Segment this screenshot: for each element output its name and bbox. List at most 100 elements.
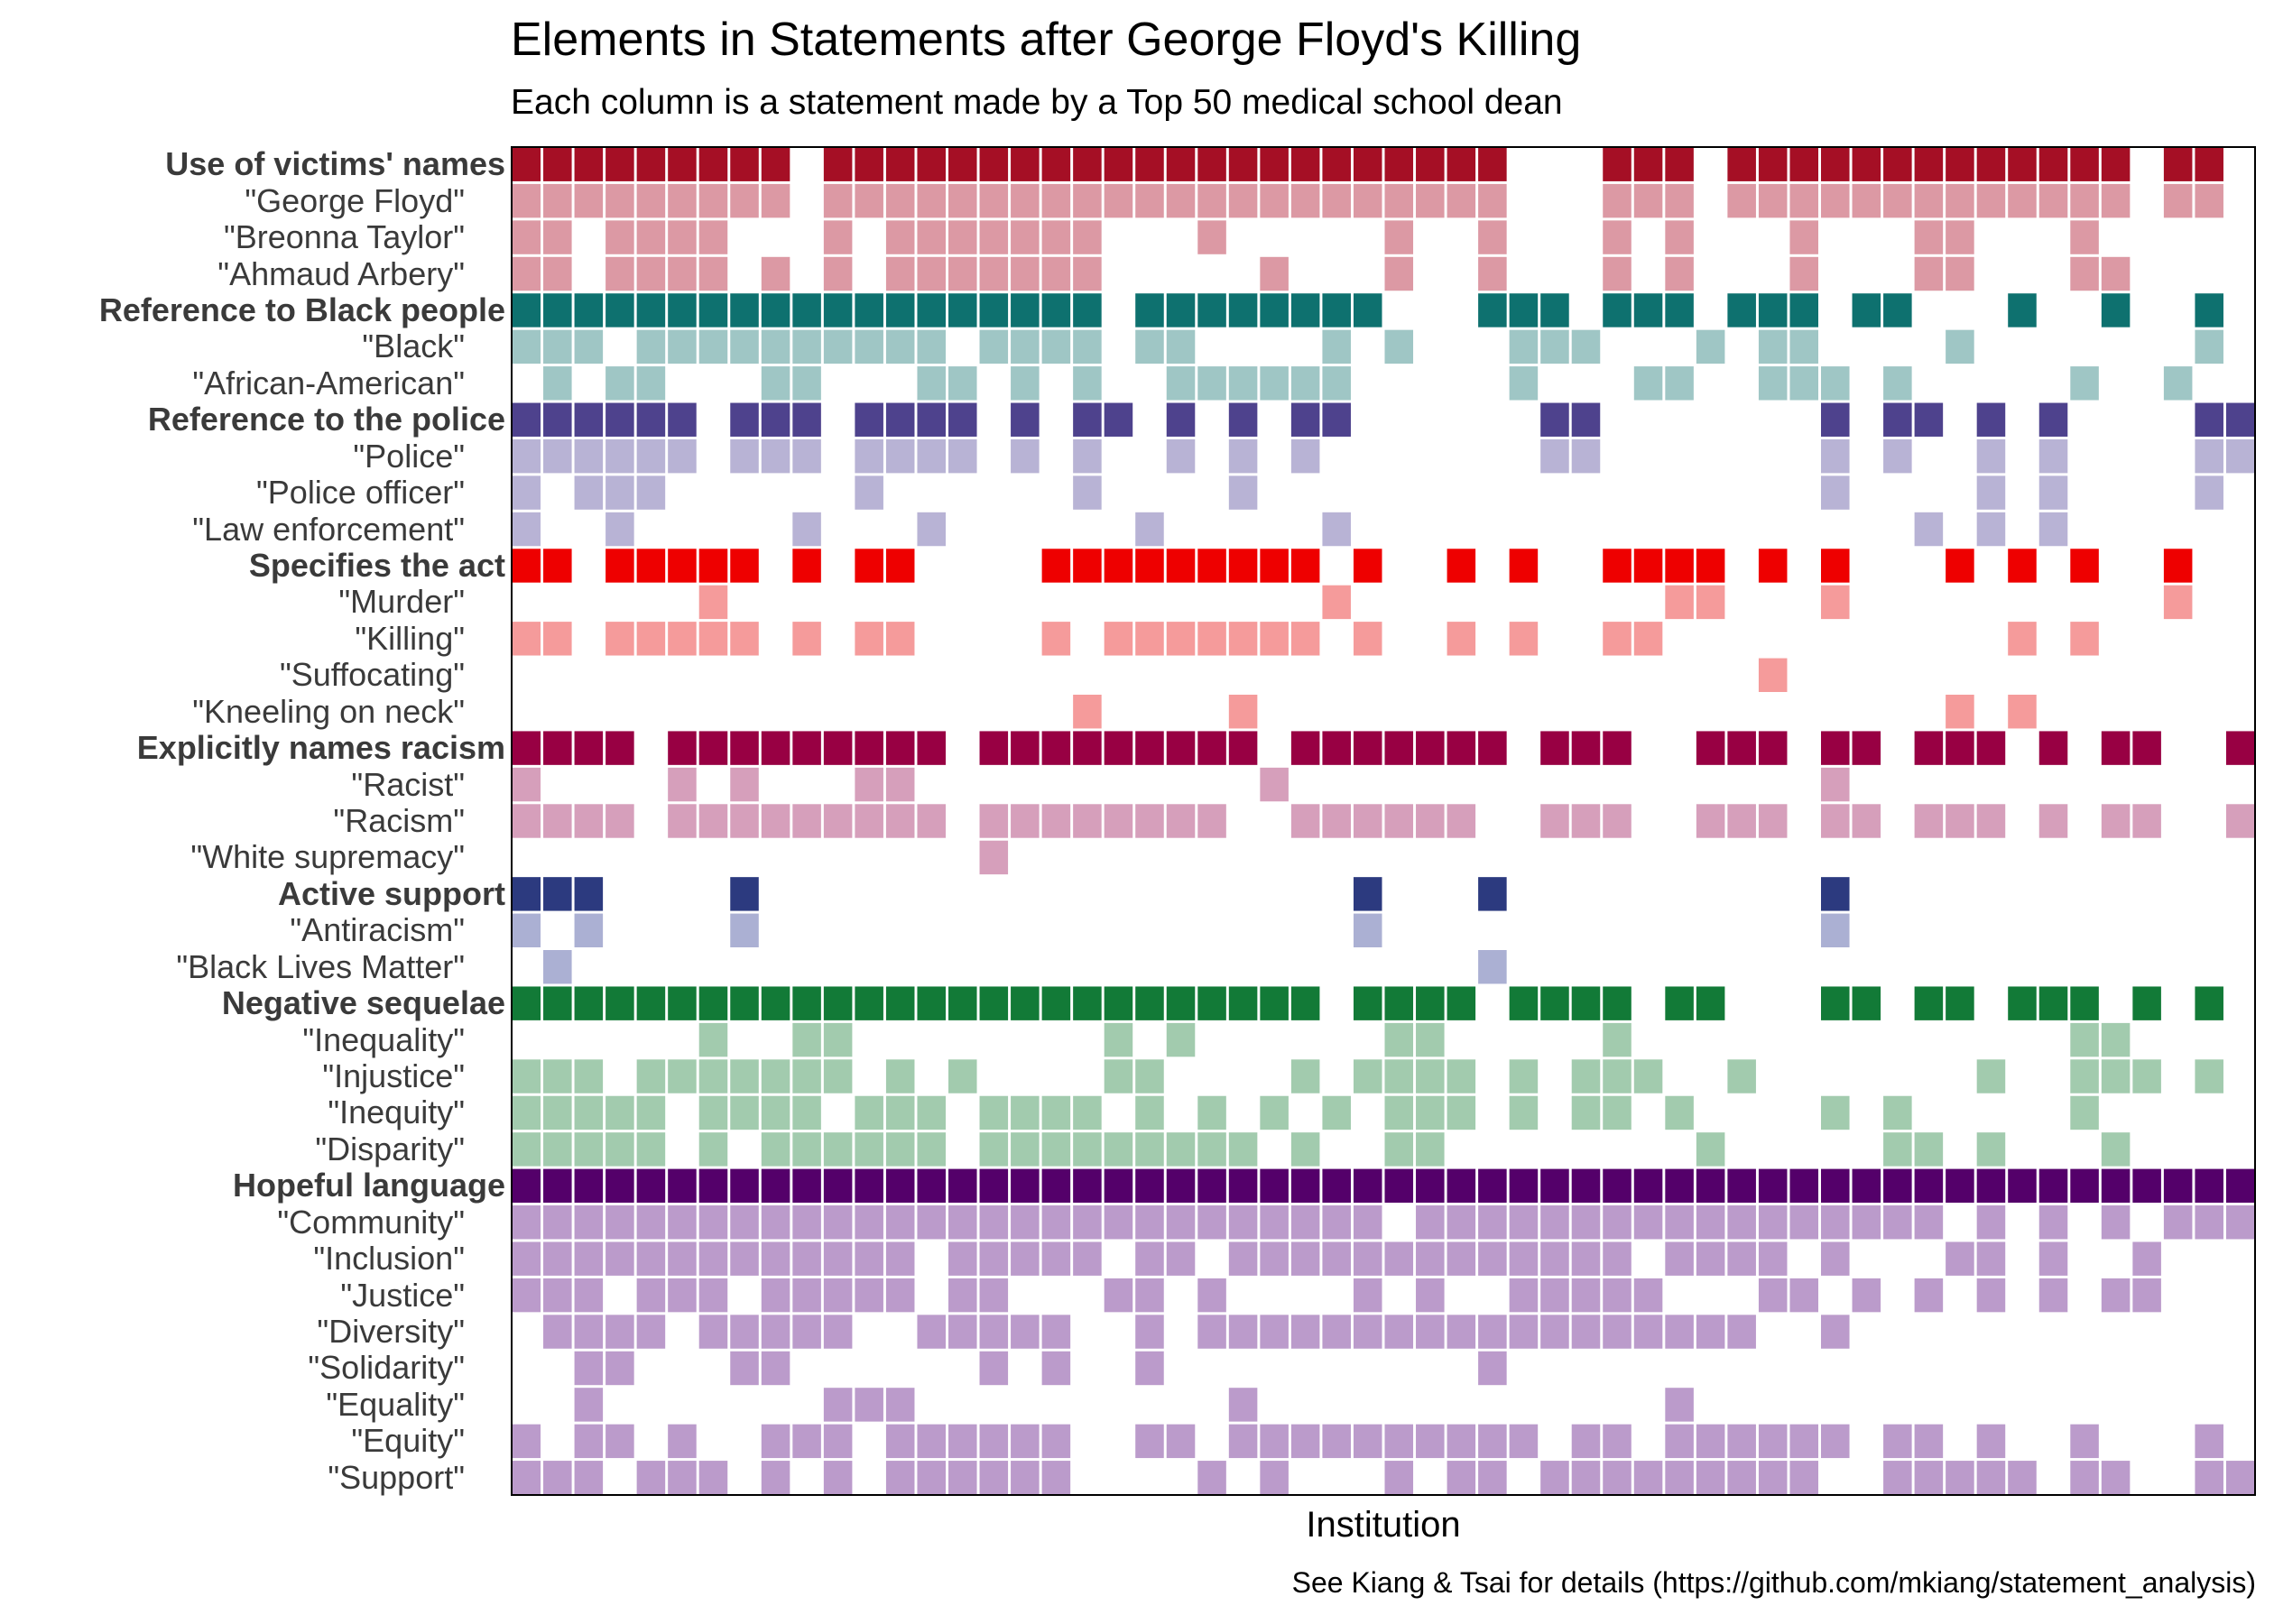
heatmap-cell <box>1260 549 1289 583</box>
heatmap-cell <box>574 1168 604 1204</box>
heatmap-cell <box>1665 585 1694 620</box>
heatmap-cell <box>761 293 790 328</box>
heatmap-cell <box>885 1168 915 1204</box>
heatmap-cell <box>1260 622 1289 656</box>
heatmap-cell <box>1540 1205 1569 1240</box>
heatmap-cell <box>1166 402 1196 437</box>
heatmap-cell <box>1914 1168 1944 1204</box>
heatmap-cell <box>1135 731 1164 765</box>
heatmap-cell <box>1509 1241 1539 1276</box>
heatmap-cell <box>1228 1241 1258 1276</box>
heatmap-cell <box>792 1315 821 1349</box>
heatmap-cell <box>1914 731 1944 765</box>
heatmap-cell <box>1976 1132 2006 1167</box>
heatmap-cell <box>761 366 790 401</box>
heatmap-cell <box>917 329 946 364</box>
heatmap-cell <box>512 183 541 218</box>
heatmap-cell <box>698 1132 728 1167</box>
heatmap-cell <box>1011 256 1040 291</box>
heatmap-cell <box>574 183 604 218</box>
heatmap-cell <box>543 1095 572 1130</box>
heatmap-cell <box>2070 986 2099 1020</box>
heatmap-cell <box>1073 731 1102 765</box>
heatmap-cell <box>1478 1168 1507 1204</box>
heatmap-cell <box>792 329 821 364</box>
heatmap-cell <box>855 767 883 802</box>
heatmap-cell <box>1290 1132 1320 1167</box>
heatmap-cell <box>1197 622 1226 656</box>
y-tick-label: "White supremacy" <box>190 838 465 876</box>
heatmap-row <box>512 622 2099 656</box>
heatmap-cell <box>1727 1461 1756 1495</box>
heatmap-cell <box>730 622 759 656</box>
heatmap-cell <box>1914 986 1944 1020</box>
heatmap-cell <box>1322 329 1351 364</box>
heatmap-cell <box>1135 1351 1164 1386</box>
heatmap-cell <box>1789 293 1818 328</box>
heatmap-cell <box>1696 1132 1725 1167</box>
heatmap-cell <box>1166 329 1196 364</box>
plot-border <box>511 146 2256 1496</box>
heatmap-cell <box>668 986 697 1020</box>
heatmap-cell <box>1821 549 1850 583</box>
heatmap-cell <box>1260 293 1289 328</box>
heatmap-cell <box>1758 1168 1788 1204</box>
heatmap-cell <box>1633 549 1663 583</box>
heatmap-cell <box>605 1424 634 1459</box>
heatmap-cell <box>885 220 915 254</box>
heatmap-cell <box>2101 1168 2131 1204</box>
heatmap-cell <box>1571 1059 1601 1093</box>
heatmap-cell <box>1540 329 1569 364</box>
heatmap-cell <box>636 220 666 254</box>
heatmap-cell <box>1789 1278 1818 1313</box>
heatmap-cell <box>636 183 666 218</box>
heatmap-cell <box>1883 183 1912 218</box>
heatmap-cell <box>1665 1315 1694 1349</box>
heatmap-cell <box>1789 1424 1818 1459</box>
heatmap-cell <box>1946 1461 1974 1495</box>
heatmap-cell <box>1478 1424 1507 1459</box>
heatmap-cell <box>1073 1241 1102 1276</box>
heatmap-cell <box>1447 1241 1476 1276</box>
heatmap-cell <box>636 1278 666 1313</box>
heatmap-cell <box>1041 293 1071 328</box>
heatmap-cell <box>823 1315 853 1349</box>
heatmap-cell <box>2070 622 2099 656</box>
heatmap-cell <box>730 877 759 911</box>
heatmap-cell <box>1883 1132 1912 1167</box>
heatmap-cell <box>668 438 697 474</box>
heatmap-cell <box>1758 1241 1788 1276</box>
heatmap-cell <box>698 293 728 328</box>
heatmap-cell <box>792 1205 821 1240</box>
y-tick-label: Explicitly names racism <box>136 729 505 767</box>
heatmap-cell <box>1197 183 1226 218</box>
heatmap-cell <box>1665 1205 1694 1240</box>
heatmap-cell <box>1290 1424 1320 1459</box>
heatmap-cell <box>1228 622 1258 656</box>
heatmap-cell <box>761 986 790 1020</box>
heatmap-cell <box>574 1059 604 1093</box>
heatmap-cell <box>1696 986 1725 1020</box>
heatmap-cell <box>1821 183 1850 218</box>
y-tick-label: "Diversity" <box>317 1313 465 1351</box>
heatmap-cell <box>1011 402 1040 437</box>
heatmap-cell <box>512 329 541 364</box>
y-tick-label: "African-American" <box>192 364 465 401</box>
heatmap-cell <box>1696 804 1725 838</box>
chart-title: Elements in Statements after George Floy… <box>511 14 1582 66</box>
heatmap-cell <box>2101 256 2131 291</box>
heatmap-cell <box>1166 183 1196 218</box>
heatmap-cell <box>1821 804 1850 838</box>
heatmap-cell <box>668 622 697 656</box>
heatmap-cell <box>543 256 572 291</box>
heatmap-cell <box>698 804 728 838</box>
heatmap-cell <box>1011 147 1040 181</box>
heatmap-cell <box>1821 585 1850 620</box>
heatmap-cell <box>543 622 572 656</box>
heatmap-cell <box>1821 1241 1850 1276</box>
heatmap-cell <box>2008 549 2037 583</box>
heatmap-cell <box>2101 731 2131 765</box>
heatmap-row <box>512 1424 2223 1459</box>
heatmap-cell <box>761 1461 790 1495</box>
heatmap-cell <box>543 877 572 911</box>
